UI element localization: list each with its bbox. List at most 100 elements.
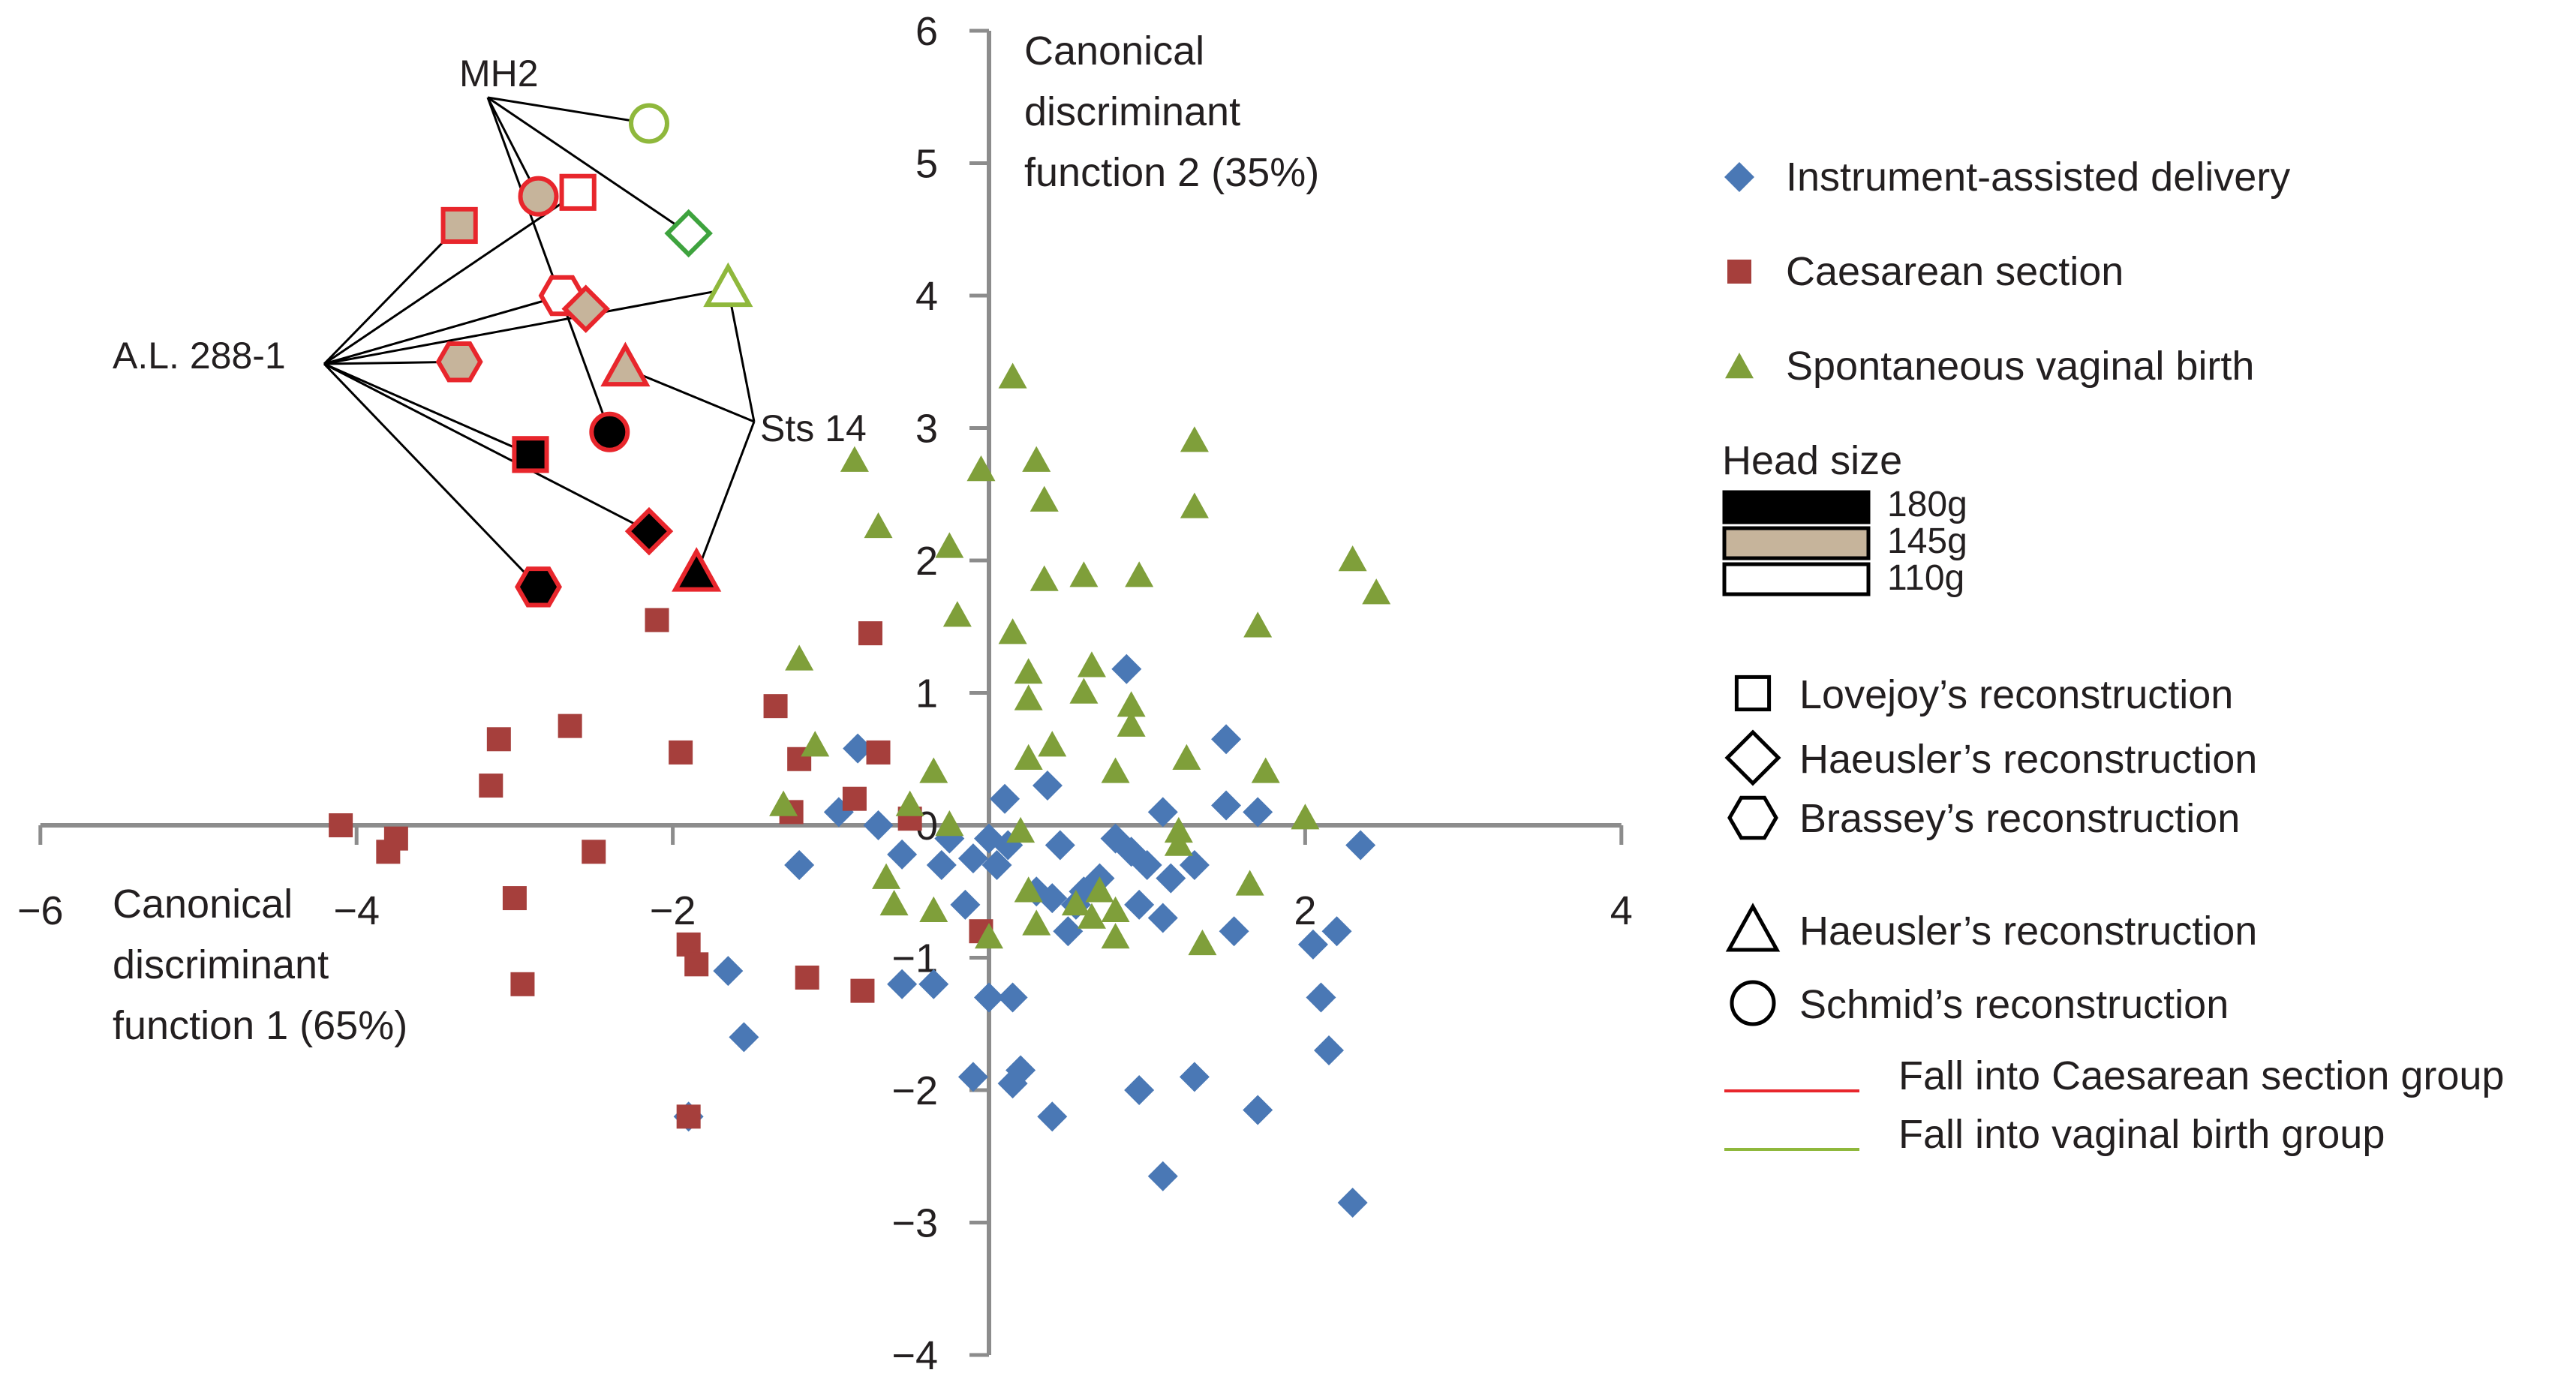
point-spontaneous <box>1338 545 1367 572</box>
point-spontaneous <box>919 757 948 783</box>
point-spontaneous <box>1029 485 1059 512</box>
x-axis-title-line1: Canonical <box>113 882 293 927</box>
point-instrument <box>1314 1035 1345 1066</box>
point-spontaneous <box>1101 923 1130 949</box>
point-spontaneous <box>1172 744 1201 770</box>
fossil-leader-lines <box>323 96 756 588</box>
legend: Instrument-assisted delivery Caesarean s… <box>1722 155 2504 1157</box>
point-spontaneous <box>1085 876 1114 903</box>
leader-line-al <box>323 287 729 365</box>
x-tick-label: 4 <box>1610 888 1633 933</box>
fossil-diamond-marker <box>664 209 713 258</box>
fossil-square-marker <box>440 206 478 245</box>
point-spontaneous <box>872 863 901 889</box>
x-tick-label: 2 <box>1294 888 1316 933</box>
y-tick-label: −4 <box>891 1333 938 1378</box>
legend-swatch-110g <box>1722 562 1871 596</box>
fossil-square-marker <box>512 436 549 473</box>
fossil-hexagon-marker <box>515 566 562 608</box>
legend-label-spontaneous: Spontaneous vaginal birth <box>1786 344 2254 389</box>
point-instrument <box>950 889 981 920</box>
legend-head-size-title: Head size <box>1722 438 1902 483</box>
y-tick-label: −3 <box>891 1201 938 1246</box>
point-spontaneous <box>879 889 909 916</box>
point-instrument <box>713 956 744 987</box>
fossil-circle-marker <box>628 103 669 144</box>
legend-recon-schmid: Schmid’s reconstruction <box>1799 982 2229 1027</box>
point-spontaneous <box>1038 731 1067 757</box>
legend-marker-caesarean <box>1727 260 1751 284</box>
point-caesarean <box>558 714 582 738</box>
point-instrument <box>729 1022 759 1053</box>
point-spontaneous <box>1077 903 1106 929</box>
point-instrument <box>957 1062 988 1092</box>
point-instrument <box>926 849 957 880</box>
leader-line-al <box>323 191 579 365</box>
point-instrument <box>1053 916 1084 947</box>
point-spontaneous <box>998 618 1027 644</box>
point-instrument <box>1156 863 1186 894</box>
point-instrument <box>1179 1062 1210 1092</box>
point-spontaneous <box>1014 876 1043 903</box>
point-spontaneous <box>769 790 798 816</box>
legend-head-145g: 145g <box>1887 521 1967 561</box>
point-instrument <box>1179 849 1210 880</box>
point-spontaneous <box>1251 757 1280 783</box>
x-tick-label: −2 <box>650 888 696 933</box>
legend-marker-haeusler-triangle <box>1725 903 1781 952</box>
x-tick-label: −6 <box>17 888 64 933</box>
fossil-circle-marker <box>518 176 559 217</box>
label-mh2: MH2 <box>459 53 539 95</box>
leader-line-al <box>323 294 563 365</box>
point-spontaneous <box>1014 684 1043 711</box>
point-instrument <box>957 843 988 874</box>
y-axis-title-line1: Canonical <box>1024 29 1204 74</box>
fossil-square-marker <box>559 173 597 211</box>
point-spontaneous <box>966 455 996 482</box>
point-spontaneous <box>998 362 1027 389</box>
legend-series-markers <box>1724 162 1754 379</box>
point-spontaneous <box>1069 677 1099 704</box>
point-instrument <box>1147 797 1178 828</box>
fossil-diamond-marker <box>624 506 674 556</box>
point-caesarean <box>376 840 401 864</box>
point-instrument <box>1211 724 1242 755</box>
point-instrument <box>997 982 1028 1013</box>
point-caesarean <box>795 965 819 990</box>
point-caesarean <box>645 608 669 632</box>
point-spontaneous <box>1014 744 1043 770</box>
point-instrument <box>990 783 1020 814</box>
legend-label-instrument: Instrument-assisted delivery <box>1786 155 2290 200</box>
point-instrument <box>1045 830 1075 861</box>
point-spontaneous <box>895 790 924 816</box>
fossil-triangle-marker <box>672 547 722 592</box>
leader-line-sts <box>624 367 755 423</box>
x-axis-title-line2: discriminant <box>113 942 329 987</box>
point-spontaneous <box>1029 565 1059 591</box>
fossil-diamond-marker <box>561 284 610 333</box>
legend-marker-haeusler-diamond <box>1724 729 1781 786</box>
point-caesarean <box>479 774 503 798</box>
legend-marker-spontaneous <box>1725 353 1754 379</box>
legend-line-green-label: Fall into vaginal birth group <box>1898 1112 2385 1157</box>
point-instrument <box>1111 653 1142 684</box>
point-instrument <box>981 849 1012 880</box>
point-instrument <box>1345 830 1376 861</box>
leader-line-al <box>323 224 461 365</box>
point-spontaneous <box>1117 691 1146 717</box>
leader-line-sts <box>726 288 756 422</box>
leader-line-mh2 <box>487 96 690 235</box>
leader-line-al <box>323 362 540 588</box>
point-spontaneous <box>935 532 964 558</box>
legend-marker-schmid <box>1730 980 1776 1026</box>
y-tick-label: 3 <box>915 407 938 452</box>
point-spontaneous <box>1077 651 1106 677</box>
point-instrument <box>843 733 873 764</box>
point-spontaneous <box>1069 561 1099 587</box>
point-spontaneous <box>1014 658 1043 684</box>
legend-recon-brassey: Brassey’s reconstruction <box>1799 796 2240 841</box>
point-spontaneous <box>1117 711 1146 737</box>
point-spontaneous <box>1164 830 1193 856</box>
